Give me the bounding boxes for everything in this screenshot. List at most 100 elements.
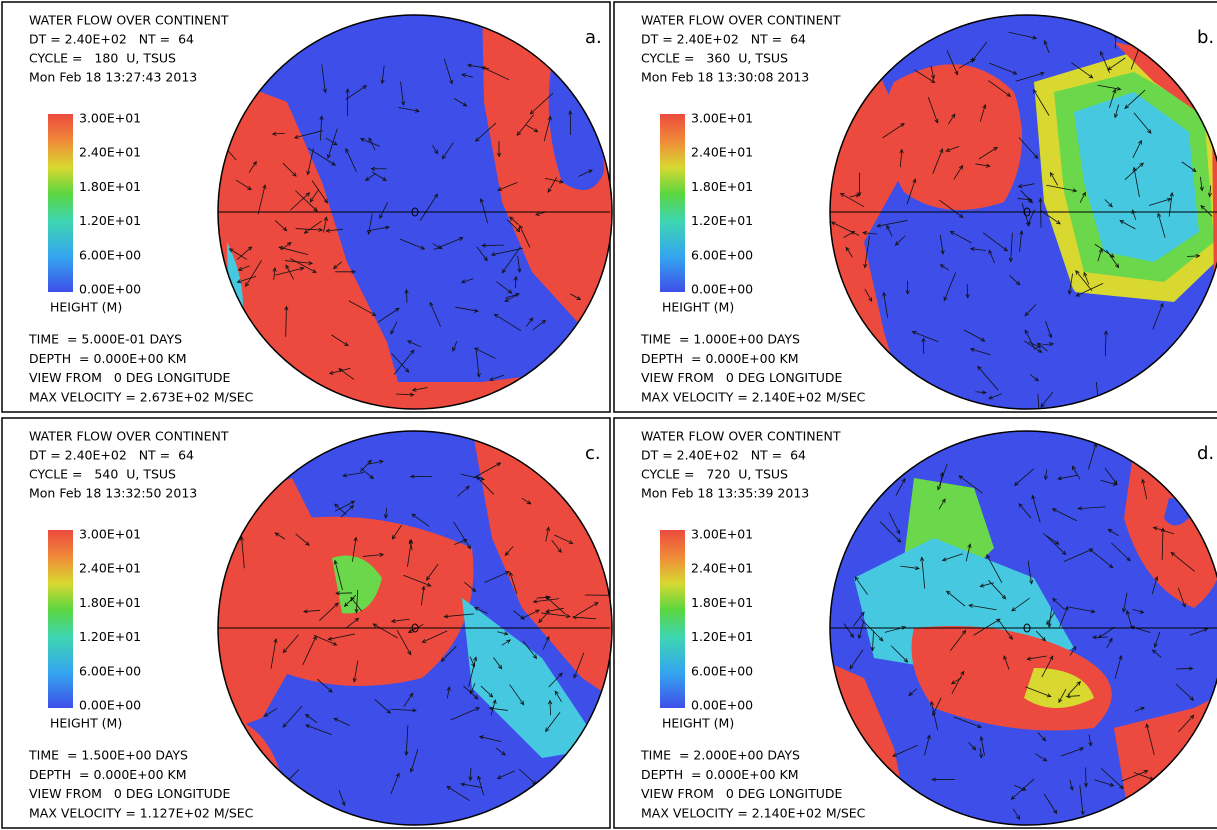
velocity-arrow bbox=[843, 623, 854, 638]
arrow-head bbox=[1071, 465, 1076, 471]
arrow-head bbox=[1075, 292, 1081, 297]
velocity-arrow bbox=[1175, 683, 1194, 701]
arrow-head bbox=[282, 723, 288, 728]
arrow-head bbox=[481, 243, 486, 248]
velocity-arrow bbox=[1079, 784, 1084, 815]
velocity-arrow bbox=[377, 307, 400, 323]
velocity-arrow bbox=[400, 81, 404, 106]
arrow-head bbox=[862, 230, 867, 236]
colorbar bbox=[48, 114, 73, 292]
footer-line: DEPTH = 0.000E+00 KM bbox=[641, 351, 799, 366]
arrow-head bbox=[1015, 280, 1021, 286]
velocity-arrow bbox=[958, 58, 975, 69]
arrow-head bbox=[894, 241, 900, 246]
velocity-arrow bbox=[1040, 391, 1054, 408]
arrow-head bbox=[993, 146, 998, 151]
arrow-head bbox=[995, 618, 1001, 623]
footer-line: DEPTH = 0.000E+00 KM bbox=[29, 767, 187, 782]
arrow-head bbox=[547, 188, 552, 193]
arrow-head bbox=[349, 504, 354, 510]
arrow-head bbox=[1107, 66, 1112, 71]
velocity-arrow bbox=[345, 148, 357, 173]
arrow-head bbox=[473, 607, 479, 611]
velocity-arrow bbox=[393, 349, 415, 375]
velocity-arrow bbox=[953, 716, 982, 728]
velocity-arrow bbox=[1154, 631, 1161, 648]
velocity-arrow bbox=[493, 657, 503, 670]
arrow-head bbox=[1065, 694, 1071, 699]
arrow-head bbox=[303, 229, 309, 234]
arrow-head bbox=[480, 66, 486, 71]
arrow-head bbox=[1032, 35, 1038, 40]
arrow-head bbox=[1034, 377, 1040, 382]
arrow-head bbox=[849, 664, 854, 670]
arrow-head bbox=[912, 178, 917, 184]
arrow-head bbox=[404, 288, 409, 294]
velocity-arrow bbox=[326, 228, 344, 232]
velocity-arrow bbox=[385, 507, 387, 519]
arrow-head bbox=[1031, 494, 1036, 500]
arrow-head bbox=[343, 602, 349, 607]
velocity-arrow bbox=[1114, 104, 1119, 118]
velocity-arrow bbox=[476, 246, 488, 261]
arrow-head bbox=[1083, 271, 1088, 277]
velocity-arrow bbox=[978, 147, 998, 160]
arrow-head bbox=[441, 154, 447, 160]
arrow-head bbox=[1006, 92, 1012, 97]
arrow-head bbox=[1139, 609, 1145, 614]
arrow-head bbox=[572, 615, 577, 620]
velocity-arrow bbox=[912, 331, 939, 343]
header-line: DT = 2.40E+02 NT = 64 bbox=[29, 32, 194, 47]
arrow-head bbox=[977, 724, 983, 729]
velocity-arrow bbox=[1011, 597, 1030, 612]
colorbar-label: 6.00E+00 bbox=[691, 247, 753, 262]
velocity-arrow bbox=[879, 521, 901, 543]
arrow-head bbox=[1079, 747, 1085, 752]
arrow-head bbox=[1033, 88, 1038, 94]
arrow-head bbox=[407, 650, 412, 656]
velocity-arrow bbox=[331, 334, 349, 346]
velocity-arrow bbox=[325, 137, 338, 146]
arrow-head bbox=[1109, 782, 1115, 787]
velocity-arrow bbox=[1134, 707, 1145, 712]
arrow-head bbox=[404, 368, 410, 373]
velocity-arrow bbox=[883, 292, 889, 318]
arrow-head bbox=[1119, 220, 1125, 225]
velocity-arrow bbox=[410, 748, 419, 773]
velocity-arrow bbox=[980, 582, 994, 587]
velocity-arrow bbox=[522, 609, 540, 619]
arrow-head bbox=[449, 79, 454, 85]
arrow-head bbox=[1024, 329, 1029, 335]
arrow-head bbox=[943, 296, 948, 302]
arrow-head bbox=[1013, 481, 1019, 486]
velocity-arrow bbox=[545, 607, 564, 613]
velocity-arrow bbox=[496, 281, 512, 294]
footer-line: DEPTH = 0.000E+00 KM bbox=[29, 351, 187, 366]
velocity-arrow bbox=[1132, 609, 1144, 614]
velocity-arrow bbox=[470, 683, 476, 694]
arrow-head bbox=[313, 207, 318, 212]
arrow-head bbox=[473, 656, 478, 662]
velocity-arrow bbox=[344, 595, 356, 607]
velocity-arrow bbox=[353, 660, 359, 682]
arrow-head bbox=[547, 115, 552, 121]
arrow-head bbox=[412, 708, 417, 713]
arrow-head bbox=[331, 161, 336, 166]
velocity-arrow bbox=[290, 192, 310, 211]
velocity-arrow bbox=[345, 85, 367, 100]
arrow-head bbox=[1125, 609, 1130, 615]
velocity-arrow bbox=[491, 247, 523, 256]
velocity-arrow bbox=[1028, 341, 1041, 348]
arrow-head bbox=[496, 152, 502, 158]
velocity-arrow bbox=[1024, 304, 1037, 316]
velocity-arrow bbox=[554, 534, 573, 544]
velocity-arrow bbox=[509, 572, 518, 594]
velocity-arrow bbox=[1014, 468, 1034, 486]
arrow-head bbox=[534, 211, 540, 216]
arrow-head bbox=[437, 245, 443, 250]
arrow-head bbox=[1152, 526, 1158, 531]
velocity-arrow bbox=[1037, 342, 1048, 352]
arrow-head bbox=[526, 500, 532, 505]
arrow-head bbox=[328, 370, 334, 375]
footer-line: TIME = 1.000E+00 DAYS bbox=[640, 332, 800, 347]
